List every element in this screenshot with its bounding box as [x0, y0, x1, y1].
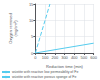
svg-text:600: 600: [90, 55, 97, 60]
svg-text:wüstite with reactive low perm: wüstite with reactive low permeability o…: [12, 70, 78, 74]
svg-text:0: 0: [34, 55, 37, 60]
svg-text:100: 100: [42, 55, 49, 60]
svg-text:300: 300: [61, 55, 68, 60]
svg-text:wüstite with reactive porous s: wüstite with reactive porous sponge of F…: [12, 75, 76, 79]
svg-text:Reduction time (min): Reduction time (min): [46, 64, 84, 69]
svg-text:(mg/cm²): (mg/cm²): [13, 20, 18, 37]
svg-text:200: 200: [51, 55, 58, 60]
svg-text:15: 15: [29, 2, 34, 7]
svg-text:Oxygen removed: Oxygen removed: [8, 13, 13, 44]
svg-text:10: 10: [29, 18, 34, 23]
svg-text:400: 400: [71, 55, 78, 60]
svg-text:5: 5: [31, 34, 34, 39]
svg-text:0: 0: [31, 50, 34, 56]
svg-text:500: 500: [81, 55, 88, 60]
